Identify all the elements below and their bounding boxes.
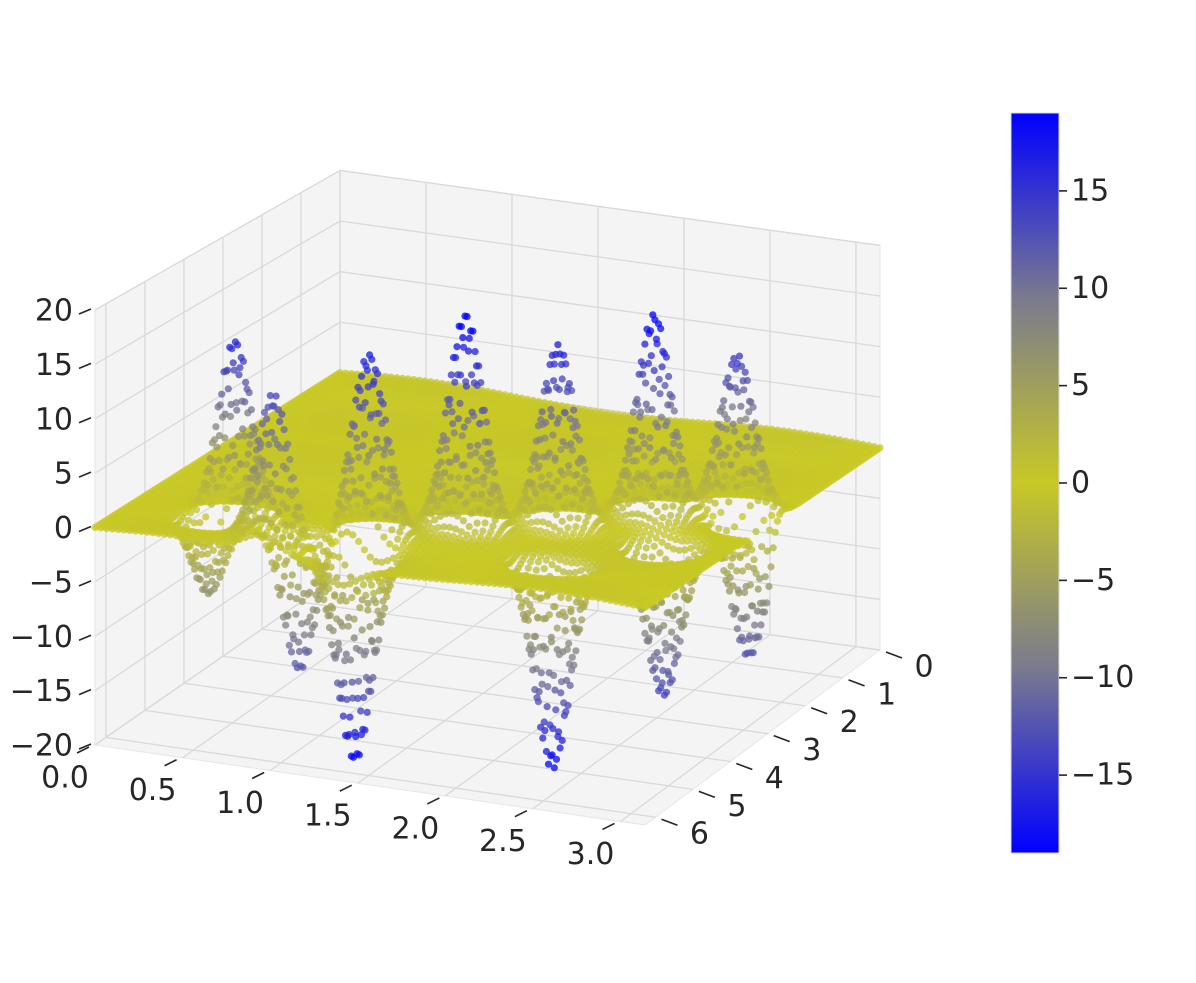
scatter-point <box>751 419 759 427</box>
scatter-point <box>712 441 720 449</box>
z-gridline <box>94 220 341 365</box>
scatter-point <box>754 497 762 505</box>
scatter-point <box>733 451 741 459</box>
scatter-point <box>767 563 775 571</box>
scatter-point <box>773 517 782 525</box>
scatter-point <box>733 483 741 491</box>
x-gridline <box>532 634 771 810</box>
z-gridline <box>94 169 341 311</box>
z-gridline <box>339 321 881 398</box>
scatter-point <box>715 453 724 461</box>
scatter-point <box>757 445 765 453</box>
scatter-point <box>727 461 735 469</box>
scatter-point <box>718 423 726 431</box>
scatter-point <box>770 503 778 511</box>
scatter-point <box>760 516 768 525</box>
x-gridline <box>620 646 857 822</box>
y-gridline <box>105 736 656 818</box>
scatter-point <box>702 468 711 476</box>
scatter-point <box>747 398 755 406</box>
scatter-point <box>730 427 739 435</box>
z-gridline <box>339 220 881 297</box>
scatter-point <box>741 368 749 376</box>
z-gridline <box>94 271 341 420</box>
scatter-point <box>758 465 767 473</box>
scatter-point <box>768 511 776 519</box>
x-gridline <box>357 610 599 784</box>
scatter-point <box>762 498 770 506</box>
z-gridline <box>94 321 341 474</box>
scatter-point <box>737 402 745 410</box>
scatter-point <box>753 433 761 441</box>
scatter-point <box>752 528 760 536</box>
scatter-point <box>728 360 736 369</box>
scatter-point <box>758 543 766 551</box>
scatter-point <box>729 475 737 483</box>
scatter-point <box>738 513 747 521</box>
scatter-point <box>764 488 772 496</box>
z-gridline <box>339 574 881 651</box>
scatter-point <box>725 444 733 452</box>
scatter-point <box>725 382 734 390</box>
scatter-points <box>91 311 884 772</box>
scatter-point <box>750 443 759 452</box>
scatter-point <box>710 462 718 470</box>
y-gridline <box>300 601 843 679</box>
scatter-point <box>746 502 754 510</box>
scatter-point <box>735 440 743 448</box>
scatter-point <box>723 415 731 423</box>
scatter-point <box>716 407 724 415</box>
scatter-point <box>720 397 728 405</box>
scatter-point <box>745 408 753 416</box>
scatter-point <box>743 433 751 441</box>
y-gridline <box>144 709 693 790</box>
z-gridline <box>339 270 881 348</box>
x-gridline <box>269 598 513 772</box>
scatter-point <box>719 461 727 469</box>
z-gridline <box>339 169 881 247</box>
scatter-point <box>728 403 736 411</box>
scatter-point <box>765 476 773 485</box>
scatter-point <box>776 510 784 518</box>
scatter-point <box>739 377 747 385</box>
scatter-point <box>736 416 744 425</box>
scatter-point <box>729 420 737 428</box>
y-gridline <box>222 655 768 735</box>
scatter-point <box>740 470 749 478</box>
scatter-point <box>721 472 729 480</box>
scatter-point <box>763 547 772 555</box>
scatter-point <box>766 526 774 534</box>
scatter-point <box>704 474 712 482</box>
scatter-point <box>748 467 757 475</box>
y-gridline <box>183 682 731 763</box>
scatter-point <box>756 475 764 483</box>
